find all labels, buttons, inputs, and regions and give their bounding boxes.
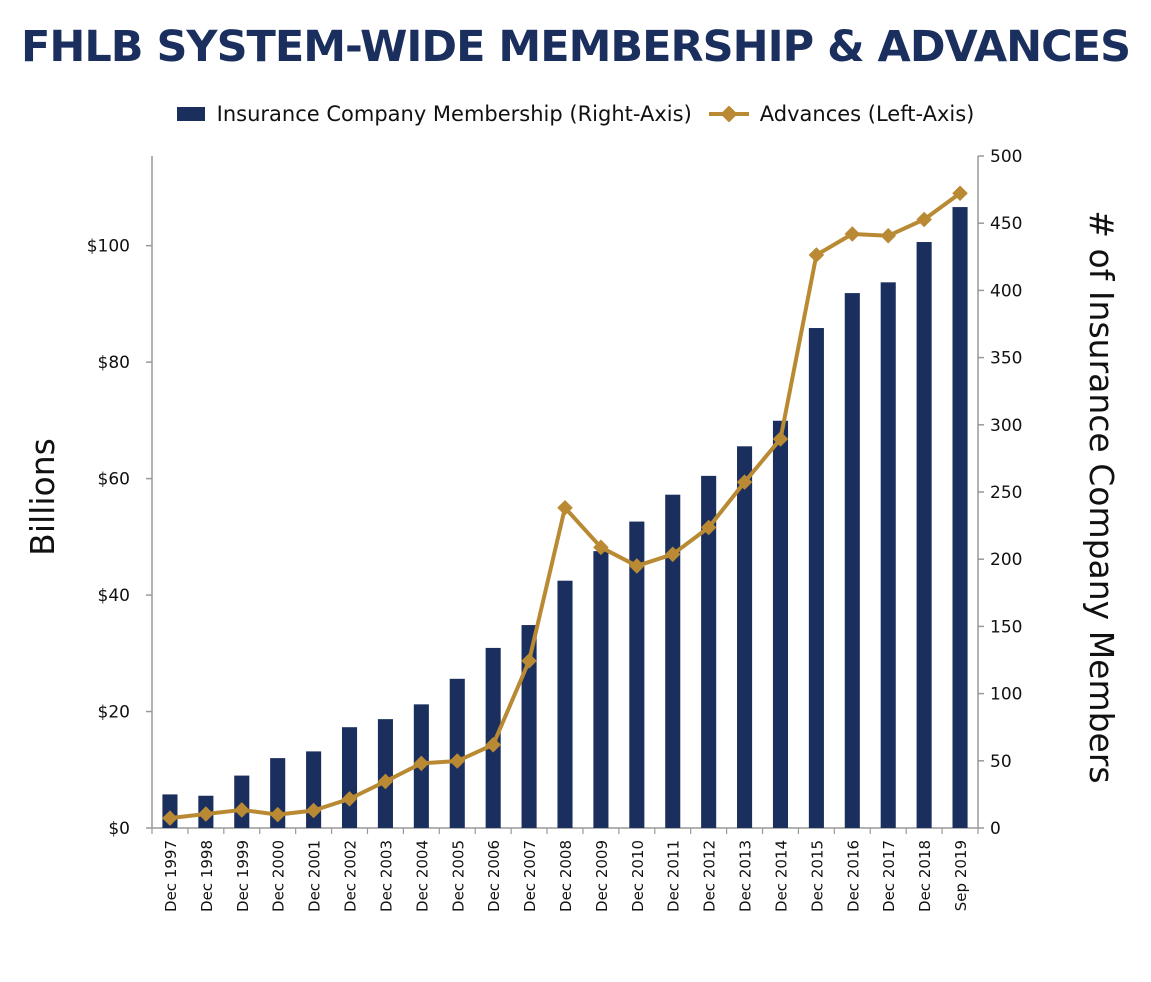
left-tick-label: $80 — [98, 353, 130, 373]
x-tick-label: Dec 2005 — [449, 840, 467, 912]
left-tick-label: $0 — [108, 819, 130, 839]
membership-bar — [270, 758, 286, 828]
advances-point — [844, 226, 861, 242]
membership-bar — [234, 775, 250, 828]
advances-point — [952, 185, 968, 202]
right-tick-label: 250 — [990, 483, 1022, 503]
x-tick-label: Dec 2003 — [377, 840, 395, 912]
advances-point — [880, 227, 896, 244]
advances-point — [162, 810, 178, 826]
x-tick-label: Dec 2015 — [808, 840, 826, 912]
advances-point — [808, 247, 825, 263]
membership-bar — [665, 494, 681, 828]
x-tick-label: Dec 2016 — [844, 840, 862, 912]
x-tick-label: Dec 1998 — [198, 840, 216, 912]
x-tick-label: Dec 2004 — [413, 840, 431, 912]
right-tick-label: 400 — [990, 281, 1022, 301]
right-tick-label: 200 — [990, 550, 1022, 570]
x-tick-label: Dec 2017 — [880, 840, 898, 912]
advances-point — [664, 546, 681, 563]
membership-bar — [629, 521, 645, 828]
right-tick-label: 350 — [990, 349, 1022, 369]
right-tick-label: 0 — [990, 819, 1001, 839]
left-tick-label: $20 — [98, 703, 130, 723]
membership-bar — [593, 551, 609, 828]
right-tick-label: 500 — [990, 147, 1022, 167]
left-tick-label: $40 — [98, 586, 130, 606]
x-tick-label: Dec 2000 — [270, 840, 288, 912]
membership-bar — [880, 282, 896, 828]
membership-bar — [772, 420, 789, 828]
advances-point — [700, 519, 717, 536]
advances-point — [198, 806, 214, 822]
x-tick-label: Dec 1997 — [162, 840, 180, 912]
legend-label-advances: Advances (Left-Axis) — [759, 102, 975, 126]
x-tick-label: Dec 2006 — [485, 840, 503, 912]
x-tick-label: Dec 2014 — [772, 840, 790, 912]
legend-swatch-line — [708, 106, 749, 122]
legend-item-membership: Insurance Company Membership (Right-Axis… — [176, 102, 692, 126]
x-tick-label: Dec 2001 — [306, 840, 324, 912]
right-tick-label: 450 — [990, 214, 1022, 234]
right-tick-label: 150 — [990, 617, 1022, 637]
advances-point — [593, 539, 609, 556]
membership-bar — [701, 475, 717, 828]
right-tick-label: 50 — [990, 752, 1012, 772]
x-tick-label: Dec 2002 — [342, 840, 360, 912]
membership-bar — [737, 446, 753, 828]
x-tick-label: Dec 2008 — [557, 840, 575, 912]
legend-label-membership: Insurance Company Membership (Right-Axis… — [216, 102, 692, 126]
legend-swatch-bar — [176, 107, 205, 121]
advances-point — [521, 653, 537, 669]
membership-bar — [521, 625, 537, 828]
membership-bar — [916, 242, 932, 829]
x-tick-label: Dec 2009 — [593, 840, 611, 912]
advances-point — [234, 802, 250, 818]
x-tick-label: Dec 2007 — [521, 840, 539, 912]
x-tick-label: Dec 2013 — [737, 840, 755, 912]
advances-point — [629, 558, 645, 574]
membership-bar — [341, 727, 358, 828]
membership-bar — [557, 580, 573, 828]
left-axis-title: Billions — [23, 438, 62, 556]
left-tick-label: $100 — [87, 237, 130, 257]
left-tick-label: $60 — [98, 470, 130, 490]
x-tick-label: Dec 2010 — [629, 840, 647, 912]
right-axis-title: # of Insurance Company Members — [1082, 210, 1121, 783]
x-tick-label: Sep 2019 — [952, 840, 970, 911]
membership-bar — [377, 719, 393, 828]
legend-item-advances: Advances (Left-Axis) — [708, 102, 975, 126]
chart-title: FHLB SYSTEM-WIDE MEMBERSHIP & ADVANCES — [20, 22, 1131, 72]
right-tick-label: 300 — [990, 416, 1022, 436]
membership-bar — [844, 293, 860, 828]
x-tick-label: Dec 2012 — [701, 840, 719, 912]
chart-legend: Insurance Company Membership (Right-Axis… — [0, 102, 1151, 126]
x-tick-label: Dec 2011 — [665, 840, 683, 912]
membership-bar — [952, 207, 968, 828]
x-tick-label: Dec 1999 — [234, 840, 252, 912]
x-tick-label: Dec 2018 — [916, 840, 934, 912]
right-tick-label: 100 — [990, 685, 1022, 705]
membership-bar — [808, 328, 824, 828]
